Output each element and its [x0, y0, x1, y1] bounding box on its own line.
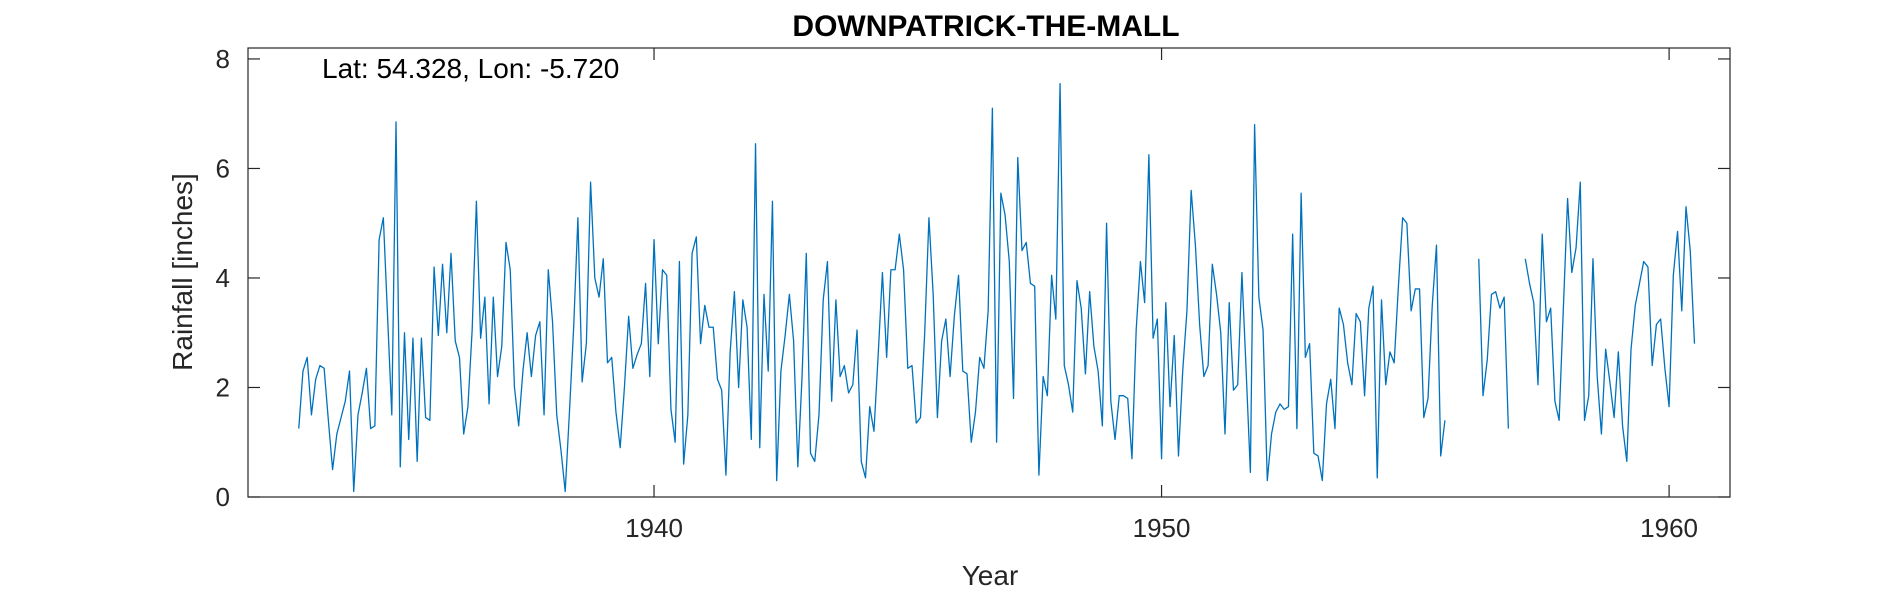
axes-layer: [247, 47, 1731, 498]
y-tick-label: 2: [216, 372, 230, 402]
x-axis-label: Year: [962, 560, 1019, 591]
x-tick-label: 1950: [1133, 513, 1191, 543]
ticks-layer: 1940 1950 1960 0 2 4 6 8: [216, 44, 1730, 543]
chart-title: DOWNPATRICK-THE-MALL: [792, 10, 1179, 43]
y-tick-label: 6: [216, 153, 230, 183]
x-tick-label: 1960: [1640, 513, 1698, 543]
y-axis-label: Rainfall [inches]: [167, 173, 198, 371]
x-tick-label: 1940: [625, 513, 683, 543]
rainfall-series-line: [1524, 181, 1696, 463]
y-tick-label: 0: [216, 482, 230, 512]
y-tick-label: 8: [216, 44, 230, 74]
axes-box: [247, 47, 1731, 498]
location-annotation: Lat: 54.328, Lon: -5.720: [322, 53, 619, 84]
rainfall-series-line: [298, 82, 1446, 493]
y-tick-label: 4: [216, 263, 230, 293]
rainfall-series-line: [1478, 258, 1510, 429]
series-layer: [298, 82, 1696, 493]
